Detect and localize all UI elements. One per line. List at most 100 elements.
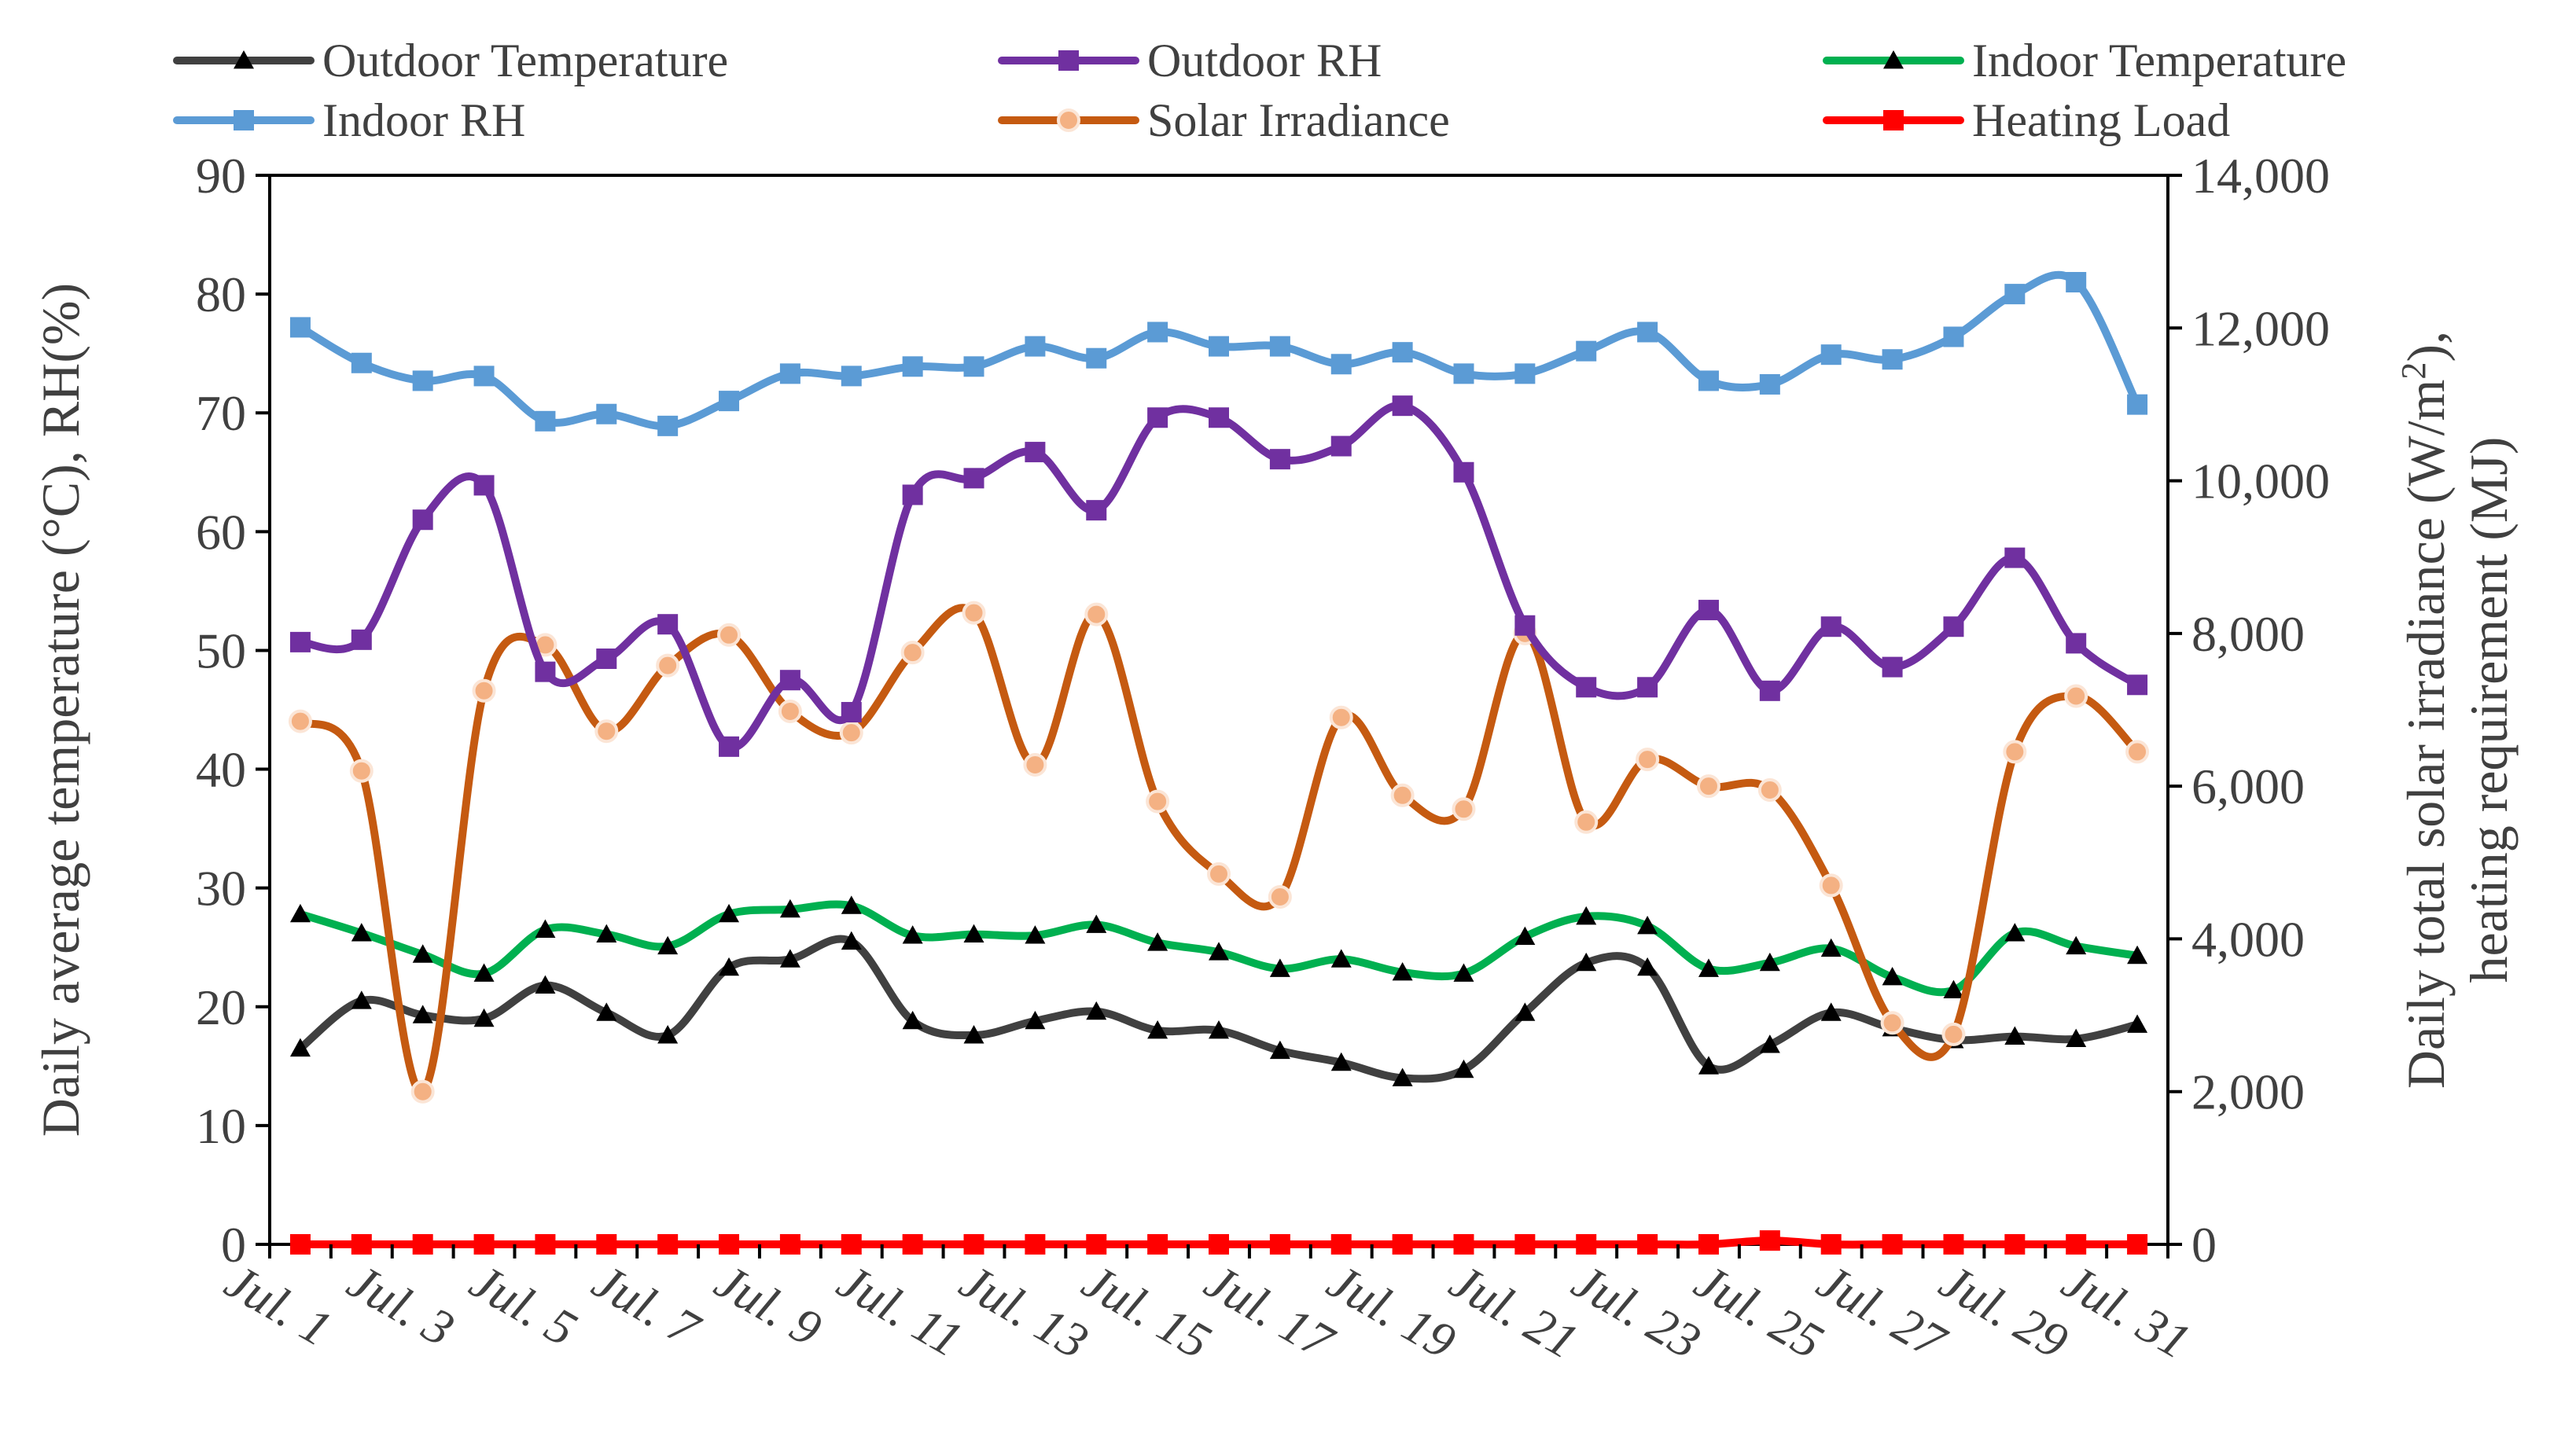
y-left-tick-label: 20 (196, 979, 246, 1035)
data-point-heating-load (596, 1234, 617, 1255)
data-point-outdoor-temperature (719, 957, 740, 976)
data-point-outdoor-temperature (963, 1025, 984, 1044)
data-point-indoor-temperature (596, 924, 617, 942)
data-point-outdoor-temperature (1086, 1001, 1107, 1020)
data-point-indoor-temperature (1943, 979, 1964, 999)
data-point-outdoor-temperature (1147, 1020, 1168, 1039)
x-tick-label: Jul. 7 (583, 1253, 710, 1358)
y-left-tick-label: 0 (221, 1217, 246, 1273)
legend-label: Solar Irradiance (1147, 94, 1450, 146)
data-point-heating-load (1025, 1234, 1046, 1255)
data-point-indoor-rh (596, 403, 617, 424)
data-point-heating-load (2127, 1234, 2148, 1255)
data-point-indoor-temperature (535, 919, 556, 938)
data-point-indoor-rh (473, 366, 495, 387)
data-point-indoor-rh (1453, 363, 1474, 384)
data-point-indoor-temperature (2004, 923, 2026, 942)
data-point-indoor-temperature (657, 935, 679, 955)
data-point-indoor-temperature (1392, 961, 1413, 981)
legend-label: Outdoor RH (1147, 35, 1382, 86)
data-point-heating-load (535, 1234, 556, 1255)
data-point-outdoor-rh (473, 475, 495, 496)
data-point-outdoor-temperature (1637, 957, 1658, 976)
data-point-solar-irradiance (1880, 1011, 1904, 1035)
series-solar-irradiance (288, 601, 2150, 1104)
data-point-indoor-temperature (719, 903, 740, 923)
y-right-tick-label: 8,000 (2191, 606, 2305, 662)
legend-label: Outdoor Temperature (322, 35, 728, 86)
data-point-solar-irradiance (1757, 778, 1782, 802)
data-point-solar-irradiance (2125, 740, 2150, 764)
x-tick-label: Jul. 19 (1319, 1253, 1465, 1370)
x-tick-label: Jul. 1 (216, 1253, 341, 1358)
data-point-outdoor-rh (289, 631, 311, 652)
data-point-outdoor-temperature (779, 949, 800, 968)
data-point-outdoor-temperature (596, 1002, 617, 1021)
y-right-axis-title-line1: Daily total solar irradiance (W/m2), (2394, 331, 2456, 1089)
series-line-outdoor-rh (296, 401, 2142, 751)
y-right-tick-label: 12,000 (2191, 300, 2330, 356)
data-point-heating-load (1882, 1234, 1903, 1255)
data-point-outdoor-temperature (1514, 1002, 1536, 1021)
data-point-indoor-rh (841, 366, 862, 387)
data-point-indoor-rh (1392, 342, 1413, 363)
data-point-heating-load (1637, 1234, 1658, 1255)
data-point-indoor-rh (1759, 373, 1780, 395)
data-point-outdoor-temperature (1698, 1056, 1719, 1075)
data-point-outdoor-rh (1209, 407, 1229, 428)
data-point-indoor-rh (657, 415, 679, 436)
data-point-solar-irradiance (2003, 740, 2027, 764)
data-point-solar-irradiance (1268, 885, 1292, 909)
x-tick-label: Jul. 3 (339, 1253, 464, 1358)
data-point-heating-load (1514, 1234, 1536, 1255)
data-point-heating-load (1759, 1230, 1780, 1251)
legend-entry-indoor-temperature: Indoor Temperature (1823, 35, 2346, 86)
y-left-tick-label: 10 (196, 1098, 246, 1154)
data-point-outdoor-temperature (657, 1025, 679, 1044)
series-outdoor-temperature (289, 931, 2148, 1086)
data-point-outdoor-temperature (289, 1038, 311, 1057)
legend: Outdoor Temperature Outdoor RH Indoor Temp… (173, 35, 2346, 146)
data-point-outdoor-rh (1514, 615, 1536, 636)
legend-entry-solar-irradiance: Solar Irradiance (998, 94, 1450, 146)
legend-entry-outdoor-temperature: Outdoor Temperature (173, 35, 728, 86)
y-right-tick-label: 14,000 (2191, 148, 2330, 204)
y-left-tick-label: 50 (196, 623, 246, 678)
data-point-solar-irradiance (594, 719, 619, 744)
data-point-outdoor-rh (2066, 633, 2087, 654)
data-point-outdoor-rh (1759, 680, 1780, 701)
data-point-indoor-rh (1147, 322, 1168, 343)
data-point-indoor-temperature (1209, 942, 1229, 961)
data-point-outdoor-temperature (412, 1005, 433, 1023)
legend-entry-heating-load: Heating Load (1823, 94, 2230, 146)
data-point-outdoor-rh (719, 736, 740, 757)
x-tick-label: Jul. 29 (1930, 1253, 2077, 1370)
data-point-outdoor-temperature (2066, 1028, 2087, 1047)
data-point-outdoor-rh (1576, 677, 1597, 698)
data-point-outdoor-temperature (1392, 1067, 1413, 1086)
data-point-outdoor-rh (1698, 600, 1719, 621)
data-point-solar-irradiance (1084, 602, 1109, 626)
data-point-indoor-rh (1637, 322, 1658, 343)
data-point-outdoor-temperature (902, 1010, 923, 1030)
x-tick-label: Jul. 13 (951, 1253, 1097, 1370)
data-point-outdoor-temperature (2004, 1026, 2026, 1045)
data-point-outdoor-rh (1330, 435, 1352, 457)
x-tick-label: Jul. 9 (706, 1253, 831, 1358)
data-point-indoor-rh (963, 356, 984, 377)
y-right-title-superscript: 2 (2394, 362, 2433, 380)
y-right-axis-title-line2: heating requirement (MJ) (2459, 437, 2519, 983)
data-point-outdoor-rh (1882, 656, 1903, 678)
y-left-tick-label: 60 (196, 504, 246, 560)
data-point-heating-load (1943, 1234, 1964, 1255)
data-point-indoor-rh (719, 391, 740, 412)
data-point-outdoor-temperature (535, 975, 556, 994)
data-point-solar-irradiance (1390, 783, 1415, 807)
series-indoor-temperature (289, 895, 2148, 999)
data-point-indoor-temperature (1330, 949, 1352, 968)
data-point-indoor-rh (2127, 394, 2148, 415)
data-point-indoor-temperature (1514, 926, 1536, 946)
data-point-solar-irradiance (349, 759, 374, 783)
y-left-axis-title: Daily average temperature (°C), RH(%) (31, 283, 90, 1137)
data-point-indoor-temperature (289, 903, 311, 923)
